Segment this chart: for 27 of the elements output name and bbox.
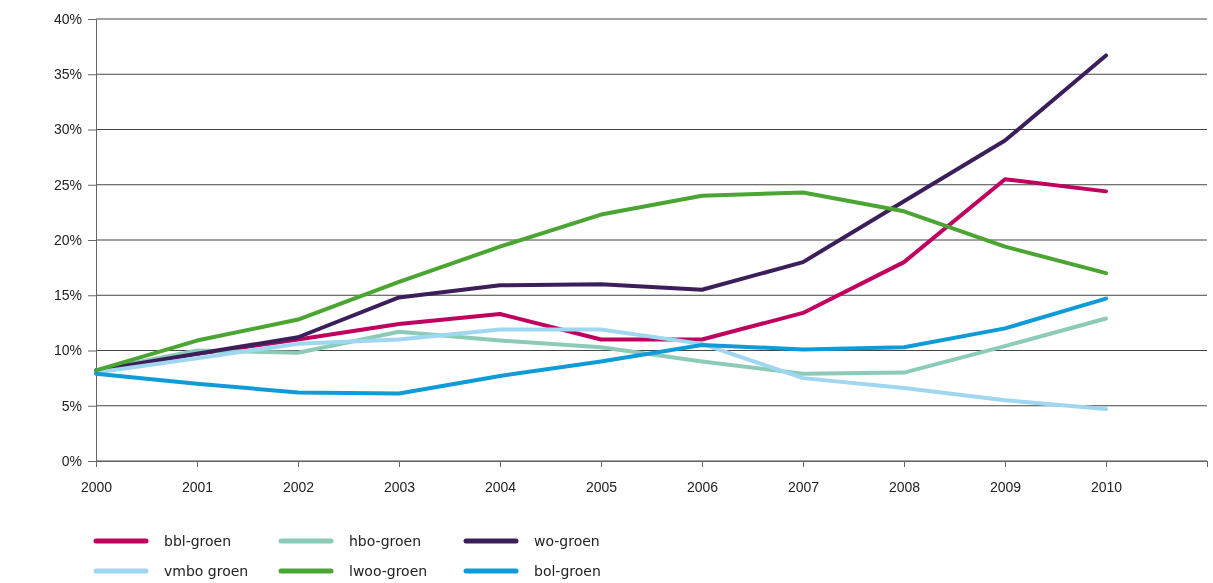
y-tick-label: 15% [53,287,82,304]
y-tick-label: 20% [53,231,82,248]
x-tick-label: 2005 [585,479,618,496]
y-tick-label: 35% [53,66,82,83]
x-tick-label: 2009 [989,479,1022,496]
x-tick-label: 2006 [686,479,719,496]
x-tick-label: 2001 [181,479,214,496]
x-tick-label: 2008 [888,479,921,496]
y-tick-label: 30% [53,121,82,138]
y-tick-label: 25% [53,176,82,193]
y-tick-label: 0% [61,452,82,469]
legend-label: bbl-groen [164,533,232,549]
y-tick-label: 40% [53,10,82,27]
legend-label: bol-groen [534,563,601,579]
y-tick-label: 5% [61,397,82,414]
x-tick-label: 2000 [80,479,113,496]
x-tick-label: 2007 [787,479,820,496]
x-tick-label: 2002 [282,479,315,496]
legend-label: hbo-groen [349,533,422,549]
x-tick-label: 2004 [484,479,517,496]
x-tick-label: 2003 [383,479,416,496]
line-series [94,296,1108,396]
legend-label: wo-groen [534,533,600,549]
legend-label: vmbo groen [164,563,249,579]
y-tick-label: 10% [53,342,82,359]
legend-label: lwoo-groen [349,563,428,579]
x-tick-label: 2010 [1090,479,1123,496]
